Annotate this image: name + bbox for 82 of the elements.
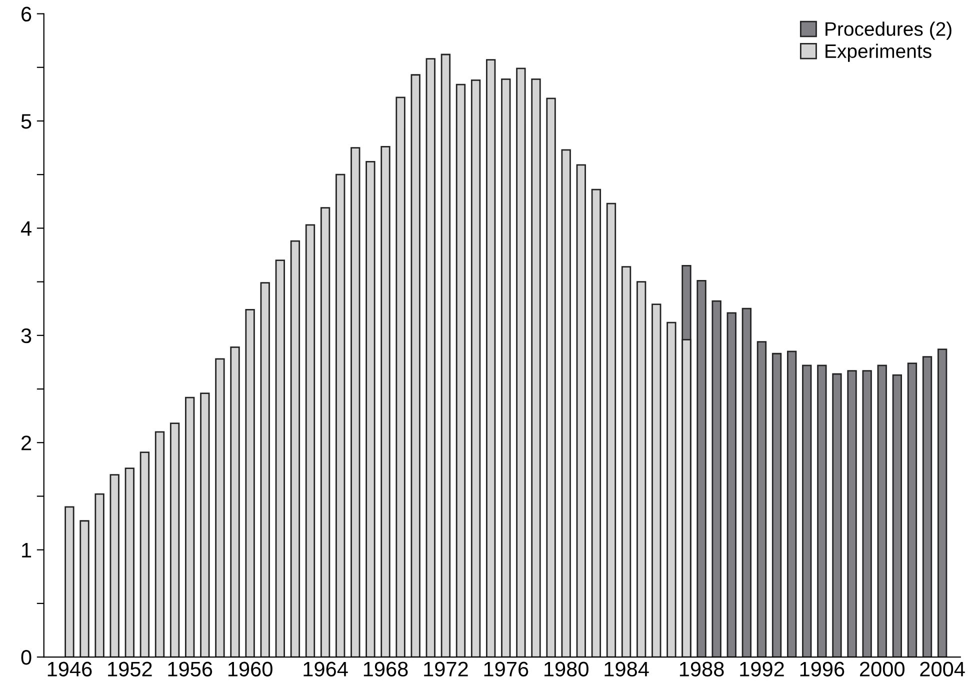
bar [892,374,902,658]
bar [320,207,330,658]
x-tick-label: 1976 [484,662,528,677]
bar [636,281,646,658]
bar [666,322,676,658]
bar [200,392,210,658]
bar [140,452,150,658]
y-tick-label: 1 [22,543,32,558]
x-tick-label: 1968 [364,662,408,677]
bar [396,96,406,658]
x-tick-label: 1964 [304,662,348,677]
y-tick-label: 0 [21,650,32,665]
x-tick-label: 2004 [920,662,965,677]
bar [937,348,948,658]
bar [786,350,797,658]
bar [124,468,134,658]
bar [215,358,225,658]
bar [756,341,767,658]
bar [486,59,496,658]
bar [907,362,918,658]
bar [817,364,827,658]
bar [696,280,706,658]
bar [742,308,752,658]
y-tick-label: 3 [21,328,32,344]
bar [275,260,285,658]
bar [470,80,481,658]
bar [606,202,616,658]
legend-label: Experiments [826,44,932,62]
bar [170,422,180,658]
legend-label: Procedures (2) [826,22,952,40]
x-tick-label: 1996 [800,662,844,677]
bar [712,300,722,658]
bar [546,98,556,658]
x-tick-label: 1956 [168,662,212,677]
bar [456,84,466,658]
x-tick-label: 1980 [544,662,588,677]
bar [726,312,736,658]
bar [531,78,541,658]
x-tick-label: 1960 [228,662,272,677]
bar [110,474,120,658]
bar [230,346,240,658]
bar [260,282,270,658]
bar [366,161,376,658]
bar [410,74,420,658]
y-tick-label: 5 [21,114,32,129]
bar [154,431,165,658]
bar [847,370,857,658]
bar [772,352,782,658]
bar [591,188,602,658]
y-tick-label: 4 [20,221,32,236]
bar [94,493,104,658]
x-tick-label: 1946 [48,662,92,677]
bar [290,240,300,658]
bar [652,304,662,658]
bar [380,146,390,658]
bar [877,364,887,658]
y-tick-label: 2 [22,436,32,450]
x-tick-label: 1988 [680,662,724,677]
x-tick-label: 2000 [860,662,904,677]
bar [80,520,90,658]
bar [426,58,436,658]
x-tick-label: 1952 [108,662,152,677]
bar [621,266,632,658]
bar [245,308,255,658]
x-tick-label: 1984 [604,662,649,677]
x-tick-label: 1992 [740,662,784,677]
bar [576,164,586,658]
bar [185,396,195,658]
x-tick-label: 1972 [424,662,468,677]
bar [440,54,451,658]
bar [561,149,571,658]
bar [516,68,526,658]
bar [501,78,511,658]
bar [832,373,842,658]
bar [336,174,346,658]
y-tick-label: 6 [22,6,32,22]
bar [350,147,360,658]
bar [802,364,812,658]
bar [64,506,74,658]
bar [922,356,932,658]
bar [862,370,872,658]
bar [305,224,316,658]
